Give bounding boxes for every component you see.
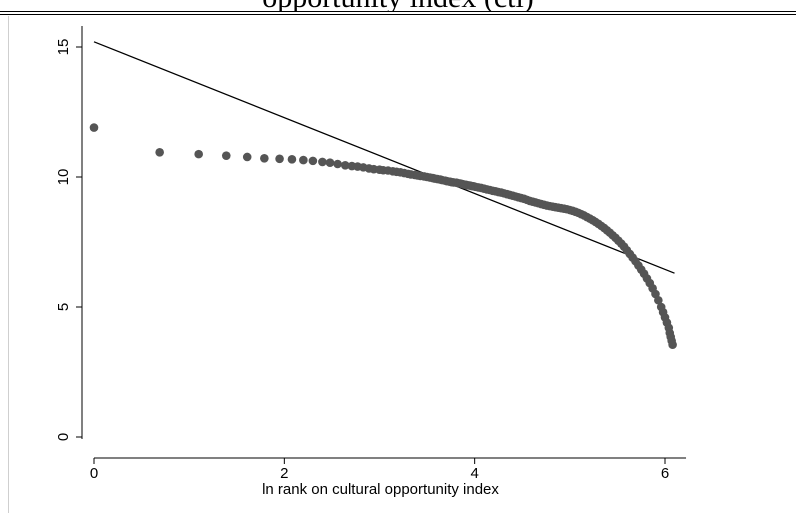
data-point xyxy=(275,154,284,164)
page-title-fragment: opportunity index (cti) xyxy=(0,0,796,11)
x-tick-label: 2 xyxy=(280,465,288,482)
data-point xyxy=(325,158,335,167)
x-tick-label: 6 xyxy=(661,465,669,482)
x-tick-label: 0 xyxy=(90,465,98,482)
data-point xyxy=(89,123,99,132)
data-point xyxy=(242,152,252,162)
fit-line xyxy=(93,41,675,274)
plot-frame xyxy=(8,16,796,513)
fit-line-group xyxy=(93,41,675,274)
points-group xyxy=(89,123,677,350)
header-rule-top xyxy=(0,11,796,12)
data-point xyxy=(318,157,327,167)
axes-group xyxy=(76,26,687,464)
y-tick-label: 5 xyxy=(55,303,72,311)
header-rule-bottom xyxy=(0,14,796,15)
page-header: opportunity index (cti) xyxy=(0,0,796,11)
data-point xyxy=(299,155,308,165)
y-tick-label: 10 xyxy=(55,169,72,186)
data-point xyxy=(221,151,231,160)
data-point xyxy=(340,161,350,170)
data-point xyxy=(333,159,342,169)
x-tick-label: 4 xyxy=(470,465,478,482)
y-tick-label: 0 xyxy=(55,433,72,441)
data-point xyxy=(194,149,203,159)
data-point xyxy=(654,295,663,305)
data-point xyxy=(260,153,269,163)
tick-labels-group: 0 5 10 15 0 2 4 6 xyxy=(55,39,669,482)
x-axis-title: ln rank on cultural opportunity index xyxy=(262,481,499,498)
data-point xyxy=(155,148,164,157)
data-point xyxy=(308,156,318,166)
data-point xyxy=(287,155,297,164)
y-tick-label: 15 xyxy=(55,39,72,56)
data-point xyxy=(668,340,677,350)
